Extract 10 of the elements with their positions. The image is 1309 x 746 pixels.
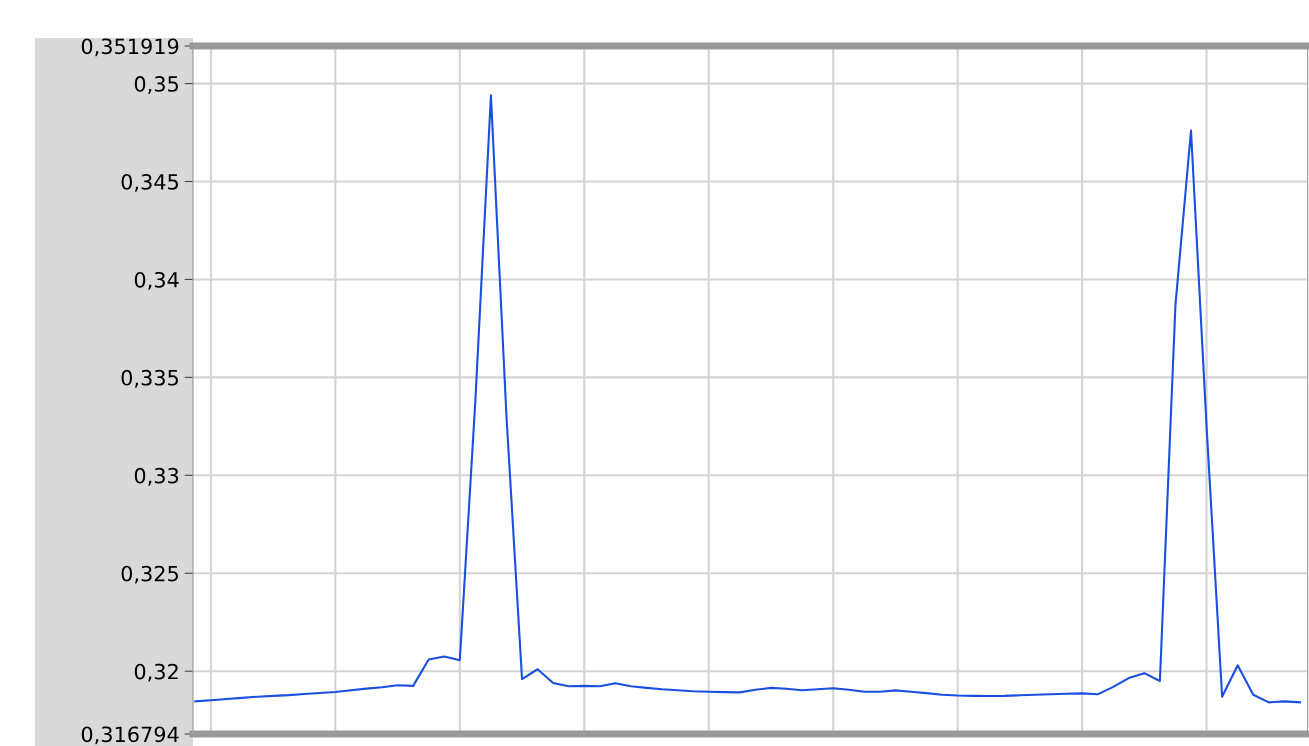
y-tick-label: 0,35 [134, 76, 178, 94]
y-tick-label: 0,316794 [81, 726, 179, 745]
y-tick-label: 0,33 [134, 467, 179, 486]
line-series [194, 94, 1301, 704]
y-tick-label: 0,335 [121, 369, 178, 388]
y-tick-label: 0,351919 [81, 38, 179, 57]
y-tick-label: 0,325 [121, 565, 178, 584]
y-tick-label: 0,32 [134, 663, 178, 682]
y-tick-label: 0,345 [121, 173, 178, 192]
y-tick-label: 0,34 [134, 271, 179, 290]
